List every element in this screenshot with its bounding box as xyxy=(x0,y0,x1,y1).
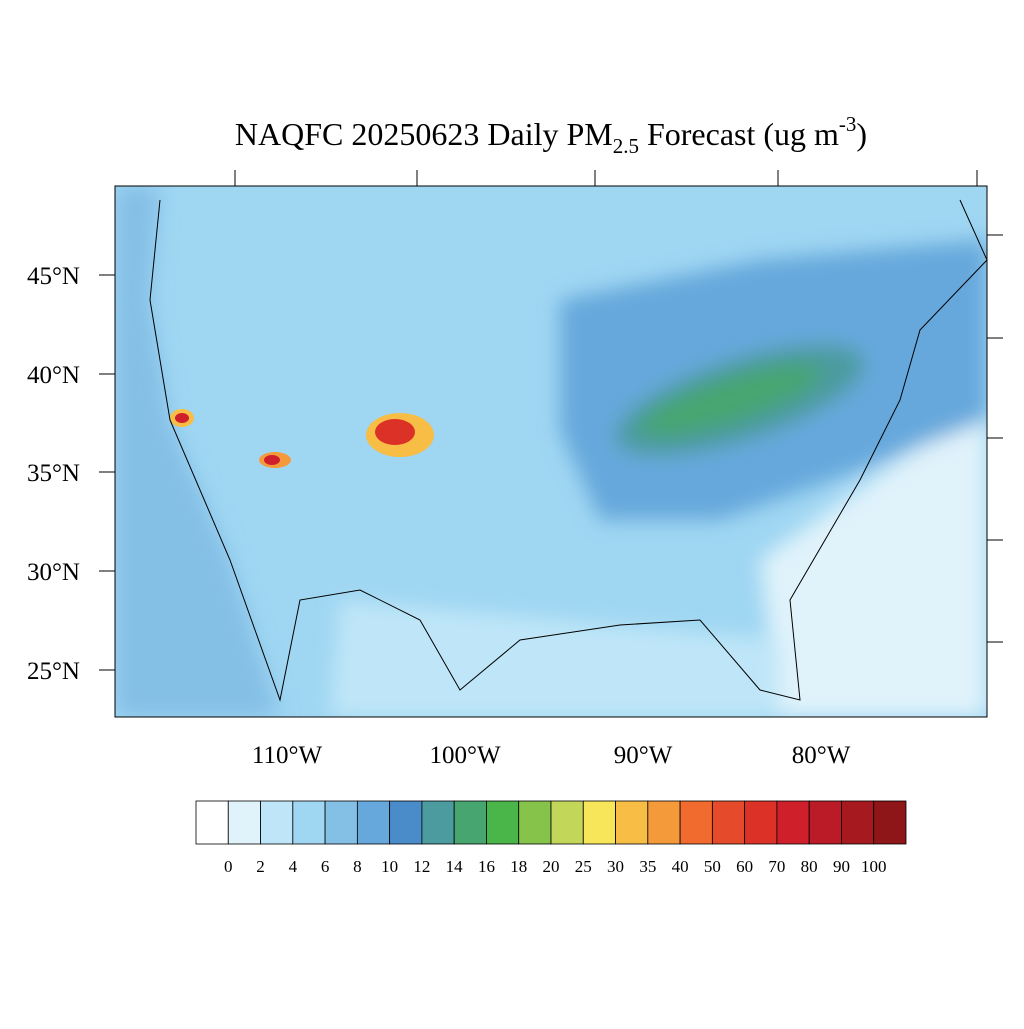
hotspot-core xyxy=(175,413,189,423)
hotspot-core xyxy=(375,419,415,445)
colorbar-label: 0 xyxy=(224,857,233,876)
atlantic xyxy=(760,400,987,717)
colorbar-box xyxy=(292,800,326,845)
pacific xyxy=(115,186,280,717)
title-end: ) xyxy=(856,116,867,152)
colorbar-box xyxy=(195,800,229,845)
lat-label: 45°N xyxy=(27,263,80,290)
colorbar-box xyxy=(550,800,584,845)
colorbar-box xyxy=(389,800,423,845)
lon-label: 110°W xyxy=(252,742,323,769)
lat-label: 30°N xyxy=(27,559,80,586)
colorbar-label: 2 xyxy=(256,857,265,876)
colorbar-box xyxy=(518,800,552,845)
colorbar-box xyxy=(776,800,810,845)
lat-label: 35°N xyxy=(27,460,80,487)
colorbar-box xyxy=(421,800,455,845)
colorbar-label: 80 xyxy=(801,857,818,876)
lon-label: 80°W xyxy=(792,742,851,769)
lon-label: 90°W xyxy=(614,742,673,769)
hotspot-core xyxy=(264,455,280,465)
title-mid: Forecast (ug m xyxy=(639,116,839,152)
colorbar-box xyxy=(744,800,778,845)
colorbar-box xyxy=(808,800,842,845)
title: NAQFC 20250623 Daily PM2.5 Forecast (ug … xyxy=(235,112,867,158)
colorbar-box xyxy=(324,800,358,845)
colorbar-label: 20 xyxy=(543,857,560,876)
lon-label: 100°W xyxy=(429,742,500,769)
colorbar-label: 6 xyxy=(321,857,330,876)
colorbar-box xyxy=(711,800,746,845)
map-field xyxy=(115,186,987,717)
colorbar-box xyxy=(260,800,294,845)
colorbar-box xyxy=(647,800,681,845)
colorbar-label: 4 xyxy=(289,857,298,876)
colorbar-label: 50 xyxy=(704,857,721,876)
lat-label: 40°N xyxy=(27,362,80,389)
title-sub: 2.5 xyxy=(613,134,639,158)
colorbar-label: 18 xyxy=(510,857,527,876)
colorbar-label: 8 xyxy=(353,857,362,876)
colorbar-label: 10 xyxy=(381,857,398,876)
coastline xyxy=(149,199,987,702)
colorbar-label: 16 xyxy=(478,857,495,876)
colorbar-label: 40 xyxy=(672,857,689,876)
colorbar-box xyxy=(873,800,907,845)
colorbar-box xyxy=(356,800,391,845)
ohio-core xyxy=(639,363,821,437)
colorbar-label: 30 xyxy=(607,857,624,876)
frame-ticks xyxy=(234,170,1003,643)
colorbar-label: 90 xyxy=(833,857,850,876)
colorbar-label: 14 xyxy=(446,857,464,876)
colorbar-box xyxy=(679,800,713,845)
colorbar-box xyxy=(582,800,616,845)
colorbar-label: 25 xyxy=(575,857,592,876)
colorbar-box xyxy=(453,800,487,845)
colorbar-box xyxy=(486,800,520,845)
gulf xyxy=(330,600,780,717)
colorbar-box xyxy=(615,800,649,845)
plot-frame xyxy=(114,185,988,718)
colorbar-label: 70 xyxy=(768,857,785,876)
colorbar-box xyxy=(841,800,875,845)
colorbar-label: 60 xyxy=(736,857,753,876)
lat-label: 25°N xyxy=(27,658,80,685)
colorbar-label: 12 xyxy=(413,857,430,876)
colorbar-label: 100 xyxy=(861,857,887,876)
title-main: NAQFC 20250623 Daily PM xyxy=(235,116,613,152)
colorbar-box xyxy=(227,800,261,845)
title-sup: -3 xyxy=(839,112,857,136)
colorbar-label: 35 xyxy=(639,857,656,876)
